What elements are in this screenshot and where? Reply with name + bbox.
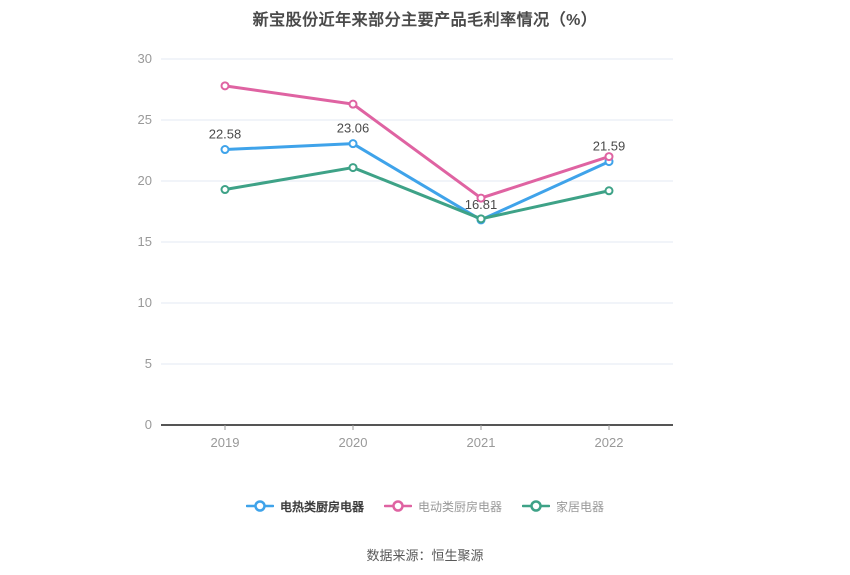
legend: 电热类厨房电器 电动类厨房电器 家居电器 [0, 495, 850, 517]
series-0: 22.58 23.06 16.81 21.59 [209, 121, 626, 225]
data-source-note: 数据来源：恒生聚源 [366, 548, 484, 563]
x-tick-label: 2019 [211, 435, 240, 450]
y-tick-label: 25 [138, 112, 152, 127]
y-tick-label: 5 [145, 356, 152, 371]
series-1 [220, 81, 614, 203]
line-chart-canvas: 0 5 10 15 20 25 30 2019 2020 2021 2022 22.58 23.06 16… [138, 51, 673, 450]
data-point-marker [220, 81, 230, 91]
data-point-marker [348, 99, 358, 109]
legend-circle [254, 500, 266, 512]
y-axis-labels: 0 5 10 15 20 25 30 [138, 51, 152, 432]
y-tick-label: 10 [138, 295, 152, 310]
legend-label: 家居电器 [556, 499, 605, 514]
data-point-marker [604, 152, 614, 162]
legend-item-2[interactable]: 家居电器 [522, 498, 604, 515]
data-point-marker [476, 214, 486, 224]
x-tick-label: 2020 [339, 435, 368, 450]
grid-lines [161, 58, 673, 365]
x-axis: 2019 2020 2021 2022 [161, 424, 673, 450]
data-point-label: 21.59 [593, 139, 626, 154]
series-line [223, 84, 611, 200]
y-tick-label: 0 [145, 417, 152, 432]
data-point-marker [476, 193, 486, 203]
legend-circle [530, 500, 542, 512]
legend-marker-icon [245, 500, 274, 512]
data-point-marker [220, 145, 230, 155]
legend-marker-icon [522, 500, 550, 512]
series-2 [220, 163, 614, 224]
data-point-marker [348, 139, 358, 149]
legend-label: 电热类厨房电器 [279, 499, 364, 514]
x-tick-label: 2021 [467, 435, 496, 450]
y-tick-label: 30 [138, 51, 152, 66]
legend-item-0[interactable]: 电热类厨房电器 [245, 498, 364, 515]
x-tick-label: 2022 [595, 435, 624, 450]
data-point-marker [348, 163, 358, 173]
series-line [223, 166, 611, 221]
legend-circle [392, 500, 404, 512]
data-point-label: 23.06 [337, 121, 370, 136]
data-point-label: 22.58 [209, 127, 242, 142]
y-tick-label: 15 [138, 234, 152, 249]
series-line [223, 142, 611, 222]
data-point-marker [604, 186, 614, 196]
chart-title: 新宝股份近年来部分主要产品毛利率情况（%） [252, 12, 598, 29]
data-point-marker [220, 185, 230, 195]
data-point-label: 16.81 [465, 197, 498, 212]
legend-label: 电动类厨房电器 [417, 499, 502, 514]
legend-item-1[interactable]: 电动类厨房电器 [383, 498, 502, 515]
y-tick-label: 20 [138, 173, 152, 188]
legend-marker-icon [383, 500, 412, 512]
